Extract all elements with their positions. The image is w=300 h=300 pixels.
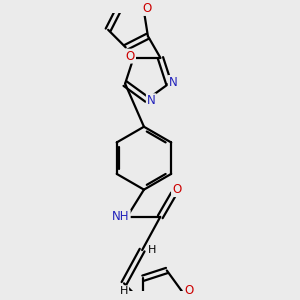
Text: O: O (184, 284, 193, 297)
Text: N: N (169, 76, 177, 89)
Text: O: O (126, 50, 135, 63)
Text: H: H (120, 286, 128, 296)
Text: O: O (142, 2, 152, 15)
Text: O: O (172, 183, 181, 196)
Text: H: H (148, 245, 157, 255)
Text: N: N (147, 94, 156, 107)
Text: NH: NH (112, 210, 130, 223)
